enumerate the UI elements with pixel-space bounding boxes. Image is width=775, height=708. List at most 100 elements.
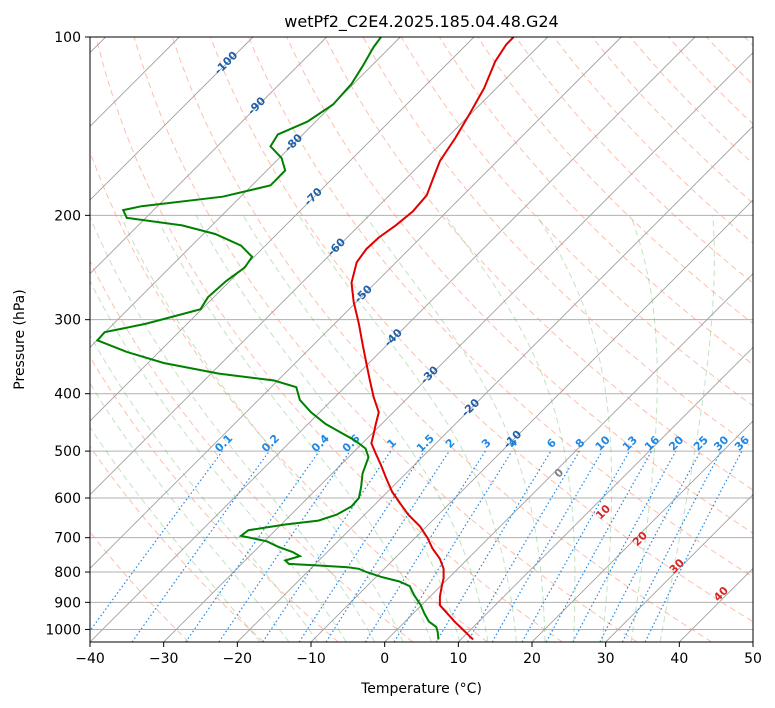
temperature-profile-line xyxy=(350,37,515,641)
sounding-profiles xyxy=(95,37,515,641)
chart-title: wetPf2_C2E4.2025.185.04.48.G24 xyxy=(284,12,558,32)
dry-adiabat-line xyxy=(591,37,753,204)
mixing-ratio-label: 16 xyxy=(642,433,662,453)
dry-adiabat-line xyxy=(668,37,753,125)
mixing-ratio-line xyxy=(545,450,653,642)
mixing-ratio-lines xyxy=(90,450,743,642)
isotherm-line xyxy=(384,273,753,642)
y-tick-label: 1000 xyxy=(45,622,81,638)
y-axis-label: Pressure (hPa) xyxy=(12,289,28,389)
mixing-ratio-label: 6 xyxy=(544,436,559,451)
isotherm-label: -90 xyxy=(245,94,268,117)
mixing-ratio-line xyxy=(262,450,392,642)
mixing-ratio-line xyxy=(298,450,425,642)
moist-adiabat-line xyxy=(155,215,432,642)
moist-adiabat-line xyxy=(659,215,715,642)
dry-adiabat-line xyxy=(95,37,563,642)
moist-adiabat-line xyxy=(242,215,489,642)
dry-adiabat-line xyxy=(133,37,638,642)
mixing-ratio-label: 1 xyxy=(384,436,399,451)
isotherm-label: -60 xyxy=(325,235,348,258)
y-tick-label: 400 xyxy=(54,387,81,403)
isotherm-line xyxy=(90,37,548,496)
dry-adiabat-line xyxy=(90,150,488,642)
mixing-ratio-line xyxy=(435,450,552,642)
moist-adiabat-line xyxy=(90,215,376,642)
dry-adiabat-line xyxy=(90,356,339,642)
y-axis-ticks: 1000 900 800 700 600 500 400 300 200 100 xyxy=(45,30,90,638)
mixing-ratio-label: 36 xyxy=(732,433,752,453)
isotherm-line xyxy=(163,52,753,642)
mixing-ratio-label: 3 xyxy=(479,436,494,451)
mixing-ratio-label: 10 xyxy=(593,433,613,453)
dry-adiabat-line xyxy=(515,37,753,284)
x-axis-ticks: −40 −30 −20 −10 0 10 20 30 40 50 xyxy=(75,642,762,667)
y-tick-label: 700 xyxy=(54,531,81,547)
isotherm-line xyxy=(605,494,753,642)
mixing-ratio-label: 2 xyxy=(443,436,458,451)
isotherm-line xyxy=(90,37,622,569)
isotherm-line xyxy=(90,37,254,201)
adiabat-label: 20 xyxy=(630,529,650,549)
y-tick-label: 200 xyxy=(54,208,81,224)
isotherm-line xyxy=(679,567,753,642)
isotherm-line xyxy=(237,125,753,642)
moist-adiabat-line xyxy=(120,215,404,642)
x-tick-label: −20 xyxy=(223,651,253,667)
isotherm-label: -30 xyxy=(418,363,441,386)
mixing-ratio-line xyxy=(393,450,513,642)
dry-adiabat-line xyxy=(286,37,753,534)
dry-adiabat-line xyxy=(706,37,753,86)
isotherm-label: -80 xyxy=(282,131,305,154)
isotherm-line xyxy=(90,37,475,422)
dry-adiabat-line xyxy=(553,37,753,244)
dry-adiabats xyxy=(90,37,753,642)
pressure-gridlines xyxy=(90,37,753,630)
x-tick-label: 10 xyxy=(449,651,467,667)
x-tick-label: −30 xyxy=(149,651,179,667)
x-tick-label: 50 xyxy=(744,651,762,667)
background-line-labels: -100-90-80-70-60-50-40-30-20-100.1 0.2 0.4… xyxy=(212,48,753,604)
mixing-ratio-label: 8 xyxy=(573,436,588,451)
mixing-ratio-line xyxy=(185,450,320,642)
moist-adiabat-line xyxy=(90,426,261,642)
mixing-ratio-line xyxy=(599,450,702,642)
plot-frame xyxy=(89,36,754,643)
dry-adiabat-line xyxy=(90,445,264,642)
mixing-ratio-line xyxy=(644,450,743,642)
adiabat-label: 30 xyxy=(667,556,687,576)
x-tick-label: 20 xyxy=(523,651,541,667)
dry-adiabat-line xyxy=(210,37,753,623)
isotherm-line xyxy=(458,346,753,642)
mixing-ratio-line xyxy=(521,450,631,642)
y-tick-label: 600 xyxy=(54,491,81,507)
y-tick-label: 900 xyxy=(54,595,81,611)
mixing-ratio-line xyxy=(90,450,223,632)
moist-adiabat-line xyxy=(90,334,319,642)
isotherm-line xyxy=(90,37,401,348)
moist-adiabat-line xyxy=(298,215,517,642)
isotherm-label: -100 xyxy=(212,48,241,77)
mixing-ratio-line xyxy=(325,450,450,642)
x-tick-label: 40 xyxy=(670,651,688,667)
moist-adiabat-line xyxy=(630,215,658,642)
isotherm-label: -20 xyxy=(459,396,482,419)
dry-adiabat-line xyxy=(90,531,190,642)
mixing-ratio-line xyxy=(131,450,270,642)
isotherm-line xyxy=(310,199,753,642)
mixing-ratio-line xyxy=(572,450,677,642)
dry-adiabat-line xyxy=(171,37,712,642)
isotherm-line xyxy=(531,420,753,642)
dry-adiabat-line xyxy=(90,259,414,642)
mixing-ratio-line xyxy=(218,450,351,642)
dry-adiabat-line xyxy=(477,37,753,325)
isotherm-line xyxy=(90,37,696,642)
isotherm-line xyxy=(90,37,327,275)
dry-adiabat-line xyxy=(744,37,753,47)
x-tick-label: −10 xyxy=(296,651,326,667)
isotherm-label: -40 xyxy=(382,326,405,349)
moist-adiabat-line xyxy=(444,215,576,642)
moist-adiabat-line xyxy=(536,215,613,642)
moist-adiabat-line xyxy=(90,382,290,642)
